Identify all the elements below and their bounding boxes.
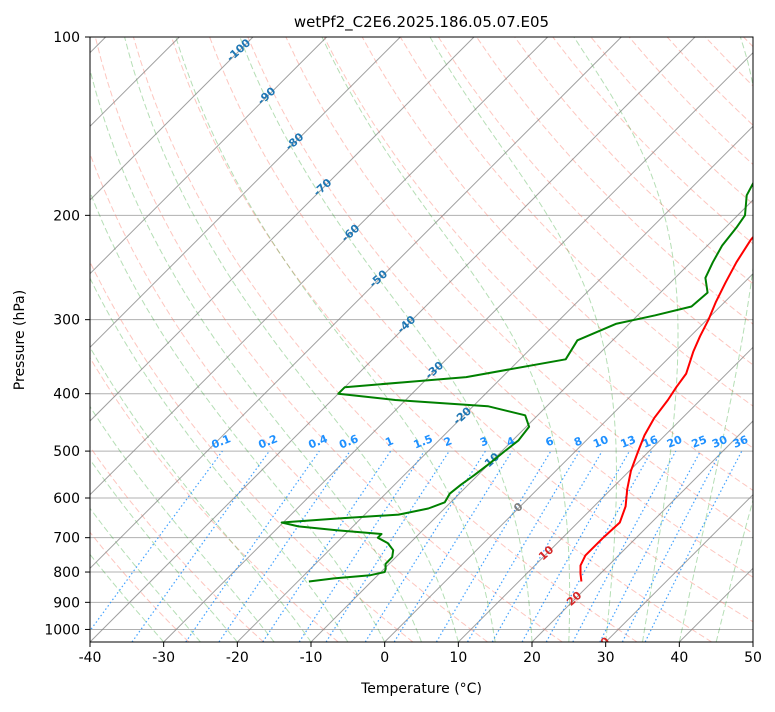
y-tick-label: 1000 bbox=[44, 622, 80, 638]
x-tick-label: 40 bbox=[670, 650, 688, 666]
isotherm-label: 40 bbox=[620, 680, 640, 700]
y-tick-label: 700 bbox=[53, 531, 80, 547]
isotherm-line bbox=[753, 37, 775, 642]
mixing-ratio-label: 10 bbox=[591, 433, 610, 451]
moist-adiabat bbox=[240, 37, 532, 642]
moist-adiabat bbox=[0, 37, 274, 642]
x-tick-label: -20 bbox=[226, 650, 249, 666]
x-tick-label: 0 bbox=[380, 650, 389, 666]
dry-adiabat bbox=[0, 37, 263, 642]
x-axis-label: Temperature (°C) bbox=[360, 681, 482, 697]
mixing-ratio-line bbox=[299, 451, 424, 642]
mixing-ratio-label: 36 bbox=[731, 433, 750, 451]
mixing-ratio-label: 0.4 bbox=[307, 432, 330, 451]
y-tick-label: 500 bbox=[53, 444, 80, 460]
isotherm-label: 10 bbox=[536, 543, 556, 563]
moist-adiabat bbox=[0, 37, 311, 642]
moist-adiabat bbox=[322, 37, 570, 642]
dry-adiabat bbox=[591, 37, 775, 642]
isotherm-label: 20 bbox=[564, 589, 584, 609]
mixing-ratio-label: 13 bbox=[619, 433, 638, 451]
x-tick-label: 10 bbox=[449, 650, 467, 666]
isotherm-label: -70 bbox=[311, 176, 335, 199]
moist-adiabat bbox=[176, 37, 495, 642]
mixing-ratio-label: 0.1 bbox=[210, 432, 233, 451]
moist-adiabat bbox=[17, 37, 348, 642]
x-tick-label: 20 bbox=[523, 650, 541, 666]
mixing-ratio-line bbox=[326, 451, 449, 642]
y-tick-label: 400 bbox=[53, 387, 80, 403]
x-tick-label: 30 bbox=[597, 650, 615, 666]
mixing-ratio-label: 3 bbox=[478, 434, 490, 449]
isotherm-label: -20 bbox=[451, 404, 475, 427]
x-tick-label: -10 bbox=[300, 650, 323, 666]
y-tick-label: 900 bbox=[53, 595, 80, 611]
dry-adiabat bbox=[438, 37, 775, 642]
dry-adiabat bbox=[705, 37, 775, 642]
mixing-ratio-line bbox=[263, 451, 391, 642]
dry-adiabat bbox=[57, 37, 488, 642]
dry-adiabat bbox=[133, 37, 637, 642]
y-tick-label: 100 bbox=[53, 30, 80, 46]
isotherm-label: -50 bbox=[367, 267, 391, 290]
isotherm-label: -80 bbox=[283, 130, 307, 153]
chart-title: wetPf2_C2E6.2025.186.05.07.E05 bbox=[294, 13, 549, 32]
mixing-ratio-label: 1 bbox=[383, 434, 395, 449]
mixing-ratio-line bbox=[82, 451, 223, 642]
x-tick-label: -40 bbox=[79, 650, 102, 666]
isotherm-line bbox=[679, 37, 775, 642]
isotherm-line bbox=[0, 37, 400, 642]
dry-adiabat bbox=[667, 37, 775, 642]
y-tick-label: 600 bbox=[53, 491, 80, 507]
moist-adiabat bbox=[716, 37, 775, 642]
dry-adiabat bbox=[0, 37, 338, 642]
mixing-ratio-label: 20 bbox=[665, 433, 684, 451]
mixing-ratio-line bbox=[522, 451, 629, 642]
isotherm-line bbox=[0, 37, 253, 642]
isotherm-label: -60 bbox=[339, 221, 363, 244]
mixing-ratio-label: 25 bbox=[690, 433, 709, 451]
moist-adiabat bbox=[0, 37, 237, 642]
plot-frame bbox=[90, 37, 753, 642]
mixing-ratio-label: 8 bbox=[572, 434, 584, 449]
mixing-ratio-label: 2 bbox=[442, 434, 454, 449]
moist-adiabat bbox=[0, 37, 201, 642]
y-tick-label: 300 bbox=[53, 313, 80, 329]
dry-adiabat bbox=[172, 37, 712, 642]
mixing-ratio-line bbox=[468, 451, 580, 642]
mixing-ratio-line bbox=[436, 451, 551, 642]
x-tick-label: -30 bbox=[152, 650, 175, 666]
isotherm-line bbox=[0, 37, 327, 642]
isotherm-line bbox=[164, 37, 769, 642]
dry-adiabat bbox=[744, 37, 775, 642]
y-axis-label: Pressure (hPa) bbox=[12, 290, 28, 390]
dry-adiabat bbox=[19, 37, 413, 642]
mixing-ratio-line bbox=[573, 451, 676, 642]
y-tick-label: 800 bbox=[53, 565, 80, 581]
isotherm-line bbox=[0, 37, 474, 642]
isotherm-label: -90 bbox=[255, 84, 279, 107]
y-tick-label: 200 bbox=[53, 208, 80, 224]
isotherm-label: -40 bbox=[395, 313, 419, 336]
x-tick-label: 50 bbox=[744, 650, 762, 666]
